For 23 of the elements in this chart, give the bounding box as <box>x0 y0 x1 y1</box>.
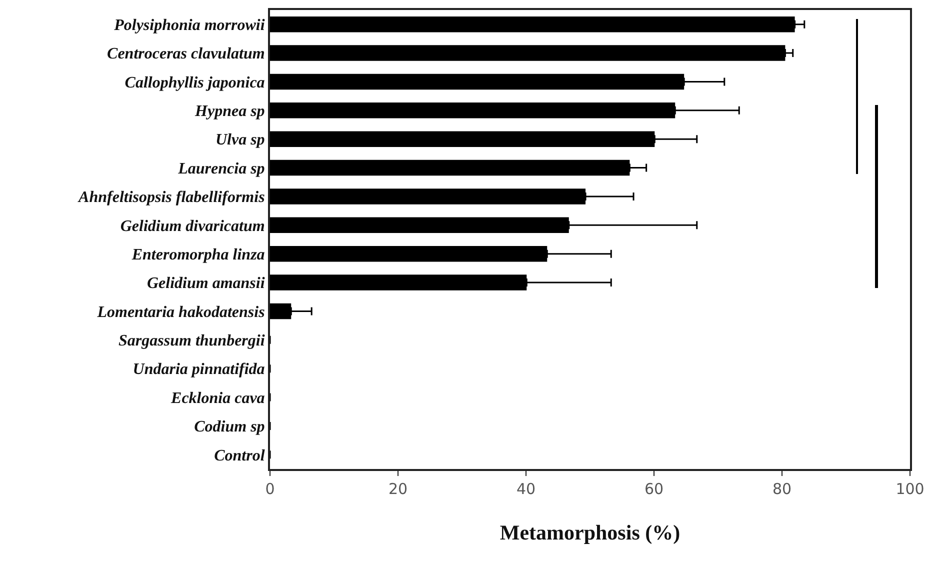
y-tick-label: Gelidium divaricatum <box>120 218 265 235</box>
y-tick-label: Ahnfeltisopsis flabelliformis <box>78 189 265 206</box>
y-tick-label: Centroceras clavulatum <box>107 46 265 63</box>
y-tick-label: Gelidium amansii <box>147 275 266 292</box>
x-axis-title: Metamorphosis (%) <box>500 520 680 545</box>
x-tick-label: 100 <box>896 480 924 498</box>
y-tick-label: Ecklonia cava <box>170 390 265 407</box>
y-tick-label: Polysiphonia morrowii <box>113 16 266 34</box>
x-tick-label: 0 <box>265 480 275 498</box>
y-tick-label: Lomentaria hakodatensis <box>96 304 265 321</box>
x-tick-label: 40 <box>516 480 536 498</box>
x-tick-label: 20 <box>388 480 408 498</box>
y-tick-label: Control <box>214 447 266 464</box>
y-tick-label: Hypnea sp <box>194 103 265 120</box>
y-tick-label: Codium sp <box>194 418 265 436</box>
x-tick-label: 80 <box>772 480 792 498</box>
y-tick-label: Laurencia sp <box>177 160 265 178</box>
y-tick-label: Callophyllis japonica <box>124 74 265 92</box>
y-tick-label: Undaria pinnatifida <box>132 361 265 378</box>
y-tick-label: Ulva sp <box>215 132 265 149</box>
x-tick-label: 60 <box>644 480 664 498</box>
y-tick-label: Sargassum thunbergii <box>118 332 266 350</box>
y-tick-label: Enteromorpha linza <box>130 246 265 264</box>
